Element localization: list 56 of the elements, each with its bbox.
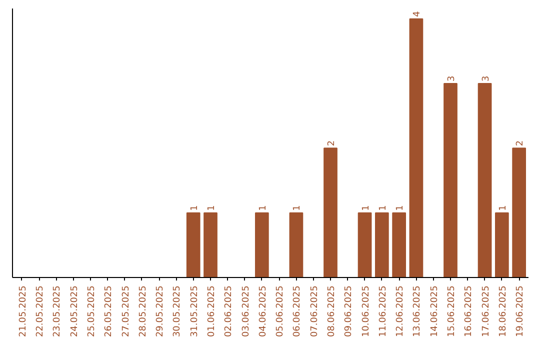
bar	[375, 212, 389, 278]
x-tick-label: 11.06.2025	[378, 286, 388, 338]
data-label: 3	[481, 76, 492, 82]
bar	[324, 148, 338, 278]
bar	[409, 18, 424, 278]
bar	[255, 212, 269, 278]
x-tick-label: 07.06.2025	[310, 286, 320, 338]
x-tick-label: 08.06.2025	[327, 286, 337, 338]
x-tick-label: 21.05.2025	[18, 286, 28, 338]
x-tick-label: 17.06.2025	[481, 286, 492, 338]
x-tick-label: 18.06.2025	[498, 286, 508, 338]
bar	[204, 212, 218, 278]
bar	[358, 212, 372, 278]
x-tick-label: 04.06.2025	[258, 286, 268, 338]
data-label: 1	[396, 205, 406, 211]
x-tick-label: 05.06.2025	[276, 286, 286, 338]
x-tick-label: 28.05.2025	[138, 286, 148, 338]
x-tick-label: 24.05.2025	[70, 286, 80, 338]
data-label: 1	[207, 205, 217, 211]
data-label: 3	[447, 76, 457, 82]
x-tick-label: 16.06.2025	[464, 286, 474, 338]
x-tick-label: 09.06.2025	[344, 286, 354, 338]
data-label: 1	[378, 205, 388, 211]
x-tick-label: 31.05.2025	[190, 286, 200, 338]
x-tick-label: 29.05.2025	[156, 286, 166, 338]
x-tick-label: 25.05.2025	[87, 286, 97, 338]
x-tick-label: 19.06.2025	[516, 286, 526, 338]
data-label: 2	[327, 140, 337, 146]
bar	[289, 212, 304, 278]
bar	[512, 148, 526, 278]
bar	[444, 83, 458, 278]
data-label: 1	[190, 205, 200, 211]
x-tick-label: 27.05.2025	[121, 286, 132, 338]
data-label: 1	[361, 205, 372, 211]
x-tick-label: 14.06.2025	[430, 286, 440, 338]
x-tick-label: 22.05.2025	[36, 286, 46, 338]
x-tick-label: 06.06.2025	[292, 286, 303, 338]
x-tick-label: 23.05.2025	[52, 286, 63, 338]
x-tick-label: 03.06.2025	[241, 286, 252, 338]
data-label: 4	[412, 10, 423, 17]
x-tick-label: 26.05.2025	[104, 286, 114, 338]
bar	[495, 212, 509, 278]
x-tick-label: 12.06.2025	[396, 286, 406, 338]
data-label: 2	[516, 140, 526, 146]
x-tick-label: 30.05.2025	[172, 286, 183, 338]
bar	[392, 212, 406, 278]
bar	[478, 83, 492, 278]
x-tick-label: 15.06.2025	[447, 286, 457, 338]
bar	[186, 212, 200, 278]
x-tick-label: 01.06.2025	[207, 286, 217, 338]
data-label: 1	[292, 205, 303, 211]
x-tick-label: 10.06.2025	[361, 286, 372, 338]
data-label: 1	[258, 205, 268, 211]
data-label: 1	[498, 205, 508, 211]
x-tick-label: 13.06.2025	[412, 286, 423, 338]
x-tick-label: 02.06.2025	[224, 286, 234, 338]
